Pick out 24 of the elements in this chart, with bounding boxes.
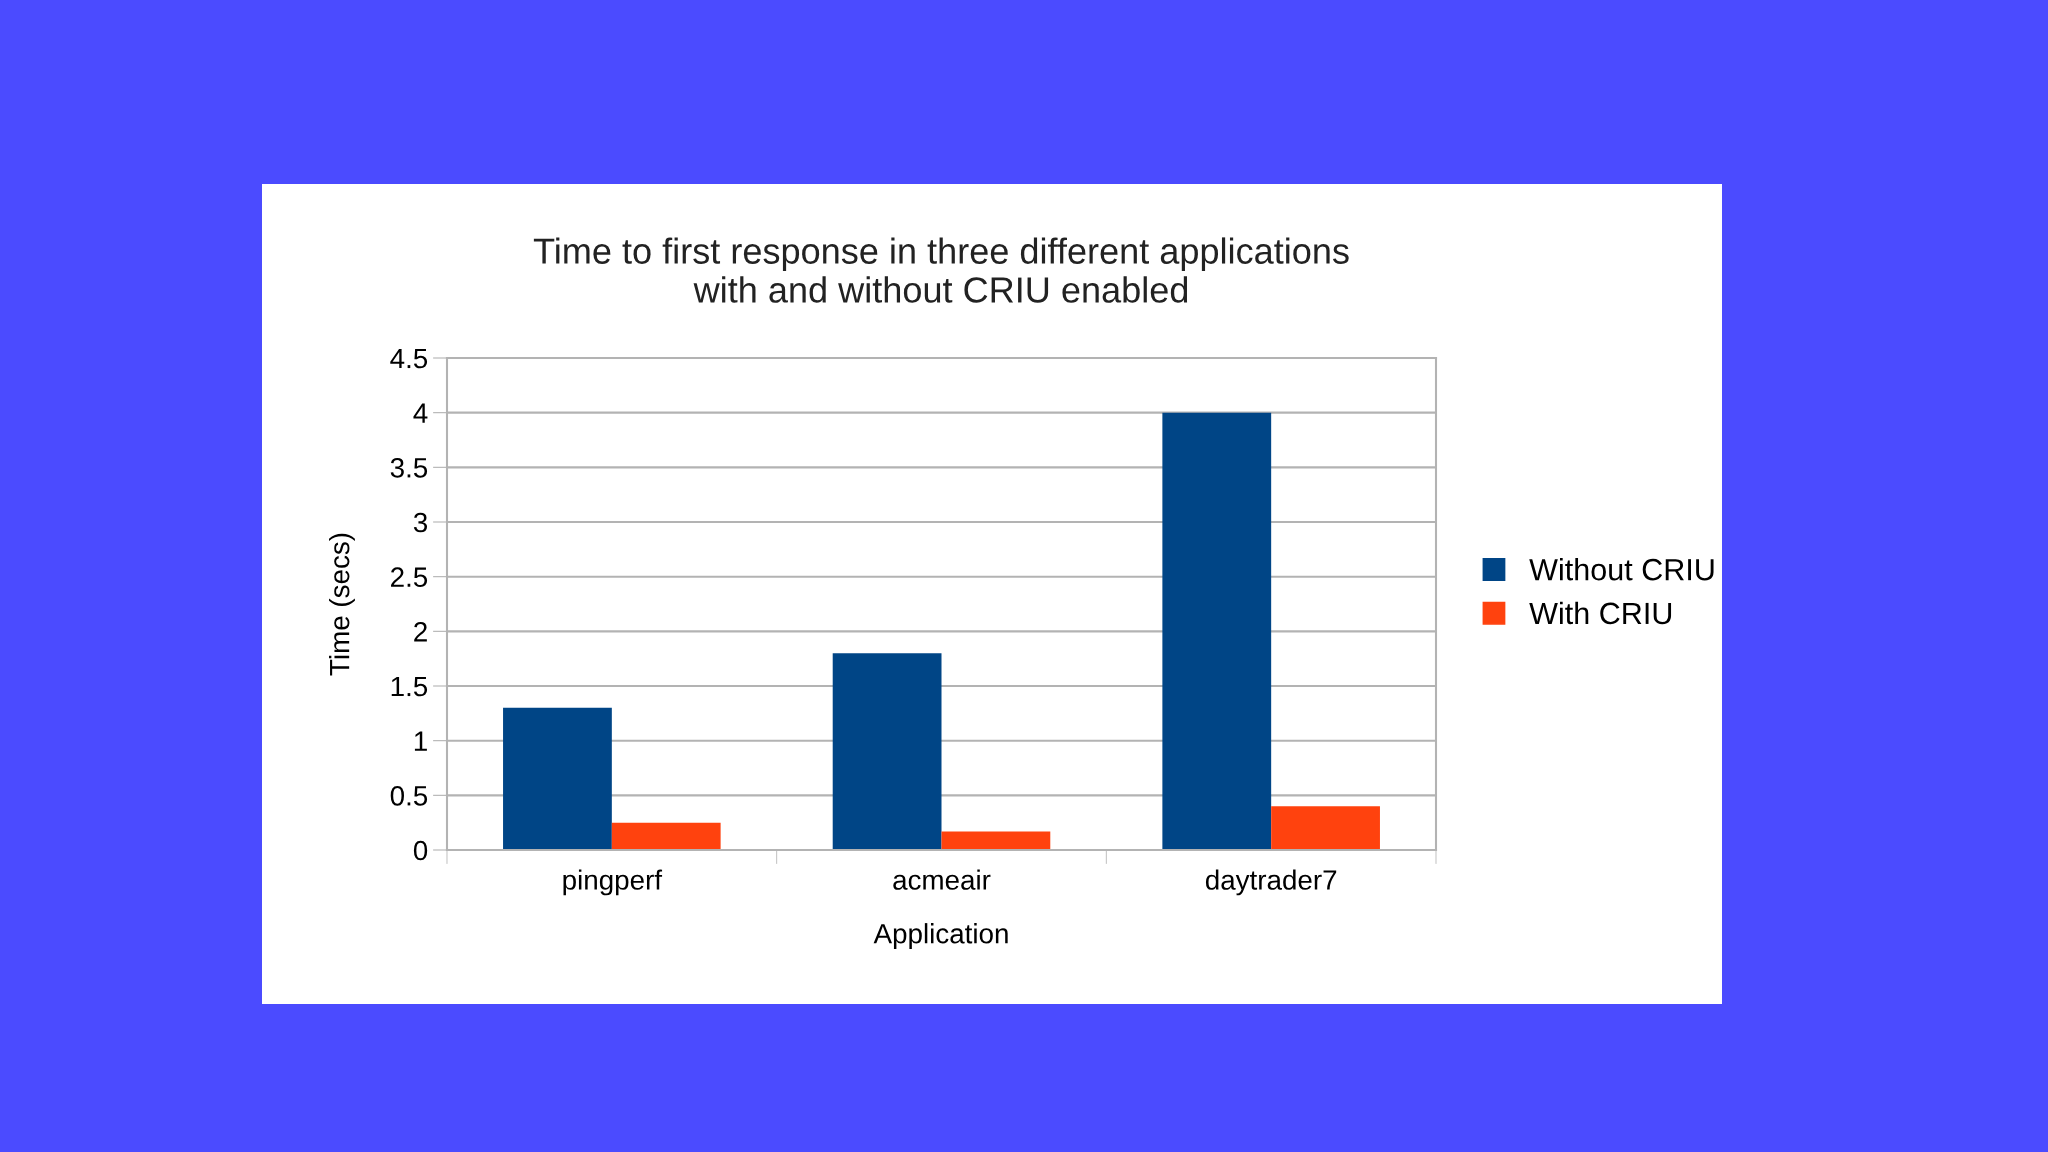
bar	[503, 707, 612, 850]
y-tick-label: 2.5	[391, 567, 428, 588]
bar	[611, 822, 721, 850]
y-tick-label: 1	[414, 731, 427, 751]
y-tick-label: 3	[413, 512, 428, 533]
bar	[832, 653, 942, 850]
y-tick-label: 0.5	[390, 786, 428, 806]
y-tick-label: 4	[413, 403, 428, 423]
bar	[1162, 412, 1272, 850]
y-axis-title: Time (secs)	[329, 533, 355, 676]
x-tick-label: acmeair	[893, 869, 991, 890]
bar	[941, 831, 1051, 850]
y-tick-label: 2	[414, 622, 427, 642]
y-tick-label: 0	[413, 840, 428, 861]
x-tick-label: daytrader7	[1205, 869, 1337, 896]
x-tick-label: pingperf	[563, 869, 663, 896]
chart-title: Time to first response in three different applications with and without CRIU enabled	[533, 237, 1349, 303]
y-tick-label: 3.5	[390, 458, 428, 478]
y-tick-label: 4.5	[390, 348, 428, 369]
x-axis-title: Application	[873, 923, 1008, 950]
legend-label: Without CRIU	[1529, 558, 1714, 581]
legend-label: With CRIU	[1529, 601, 1672, 625]
bar	[1271, 806, 1380, 850]
y-tick-label: 1.5	[391, 676, 428, 697]
